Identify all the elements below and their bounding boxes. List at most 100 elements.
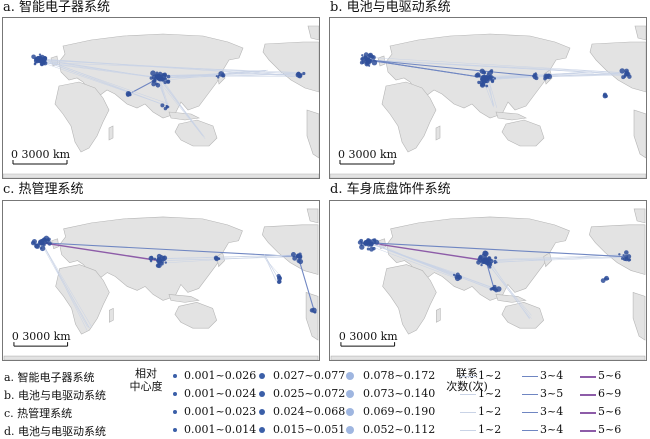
flow-line-europe-sea-1 — [43, 58, 167, 107]
city-node — [292, 255, 298, 261]
legend-row-name: a. 智能电子器系统 — [4, 371, 95, 384]
city-node — [163, 72, 167, 77]
city-node — [302, 71, 306, 76]
flow-line-china-us-east — [159, 256, 299, 261]
city-node — [40, 242, 44, 245]
legend-centrality-dot — [259, 409, 265, 415]
scale-bar-b — [339, 160, 395, 165]
city-node — [628, 258, 632, 262]
city-node — [154, 79, 157, 82]
legend-centrality-dot — [259, 391, 265, 397]
city-node — [162, 256, 166, 260]
landmass-madagascar — [436, 307, 441, 323]
landmass-australia — [174, 302, 217, 329]
city-node — [492, 286, 495, 289]
flow-line-europe-china — [367, 59, 487, 79]
flow-line-europe-us-east-2 — [40, 58, 297, 77]
city-node — [487, 261, 492, 266]
panel-d-map: 0 3000 km — [329, 200, 647, 361]
city-node — [623, 75, 627, 78]
city-node — [544, 74, 550, 79]
legend-centrality-dot — [173, 428, 177, 432]
city-node — [488, 74, 494, 80]
flow-line-europe-us-east-3 — [39, 62, 299, 73]
city-node — [218, 71, 224, 77]
city-node — [149, 76, 153, 80]
landmass-south-america — [305, 292, 319, 341]
flow-line-europe-sea-3 — [39, 58, 169, 105]
legend-link-range: 5~6 — [598, 369, 622, 382]
flow-line-korea-europe — [367, 59, 536, 77]
flow-line-europe-us-east-1 — [369, 57, 626, 73]
landmass-australia — [501, 302, 544, 329]
city-node — [311, 307, 317, 313]
city-node — [476, 260, 481, 265]
legend-link-line — [522, 430, 538, 431]
legend-row: d. 电池与电驱动系统 0.001~0.014 0.015~0.051 0.052~0… — [0, 422, 650, 438]
legend-link-range: 1~2 — [478, 423, 502, 436]
landmass-indonesia — [168, 294, 200, 303]
city-node — [618, 253, 621, 256]
city-node — [367, 53, 373, 59]
flow-line-china-sea-1 — [159, 77, 169, 107]
city-node — [371, 59, 378, 66]
flow-line-china-us-east-3 — [157, 254, 298, 264]
legend-link-line — [460, 394, 476, 395]
legend-centrality-range: 0.052~0.112 — [363, 423, 436, 436]
city-node — [160, 103, 165, 108]
landmass-north-america — [589, 41, 646, 93]
landmass-africa — [382, 264, 437, 335]
legend-centrality-range: 0.069~0.190 — [363, 405, 436, 418]
scale-label-d: 0 3000 km — [339, 330, 398, 343]
flow-line-sea-europe-3 — [369, 242, 495, 291]
legend-link-line — [460, 412, 476, 413]
city-node — [622, 254, 625, 257]
scale-bar-a — [12, 160, 68, 165]
city-node — [452, 273, 456, 277]
city-node — [157, 76, 161, 81]
legend-link-line — [580, 394, 596, 396]
landmass-antarctica — [3, 173, 319, 178]
city-node — [47, 241, 52, 246]
landmass-indonesia — [168, 111, 200, 121]
city-node — [217, 257, 221, 260]
city-node — [480, 263, 483, 267]
city-node — [477, 80, 481, 85]
flow-line-china-us-west-1 — [485, 71, 590, 81]
city-node — [626, 254, 632, 259]
city-node — [627, 74, 632, 79]
city-node — [370, 238, 377, 245]
city-node — [153, 257, 157, 261]
legend-link-range: 5~6 — [598, 423, 622, 436]
city-node — [296, 255, 300, 259]
landmass-greenland — [307, 25, 319, 41]
city-node — [359, 60, 364, 65]
city-node — [366, 58, 372, 64]
city-node — [361, 54, 364, 57]
panel-c-title: c. 热管理系统 — [3, 182, 84, 197]
legend-centrality-range: 0.001~0.014 — [184, 423, 257, 436]
panel-b-map: 0 3000 km — [329, 17, 647, 179]
landmass-north-america — [262, 224, 319, 275]
flow-line-europe-us-east — [368, 242, 626, 258]
landmass-australia — [174, 119, 218, 147]
landmass-indonesia — [495, 111, 527, 121]
city-node — [481, 82, 486, 87]
city-node — [483, 80, 487, 84]
legend-centrality-dot — [346, 372, 354, 380]
city-node — [626, 258, 629, 261]
legend-link-range: 3~4 — [540, 423, 564, 436]
flow-line-india-europe-1 — [366, 244, 458, 280]
city-node — [368, 64, 371, 67]
city-node — [42, 56, 47, 62]
map-c-svg: 0 3000 km — [3, 201, 319, 360]
legend-centrality-range: 0.025~0.072 — [273, 387, 346, 400]
city-node — [150, 70, 156, 76]
panel-a-map: 0 3000 km — [2, 17, 320, 179]
city-node — [160, 261, 164, 266]
city-node — [488, 258, 492, 262]
city-node — [488, 265, 492, 269]
flow-line-china-us-east-1 — [157, 254, 298, 260]
city-node — [603, 92, 607, 97]
flow-line-china-australia-1 — [157, 79, 206, 139]
